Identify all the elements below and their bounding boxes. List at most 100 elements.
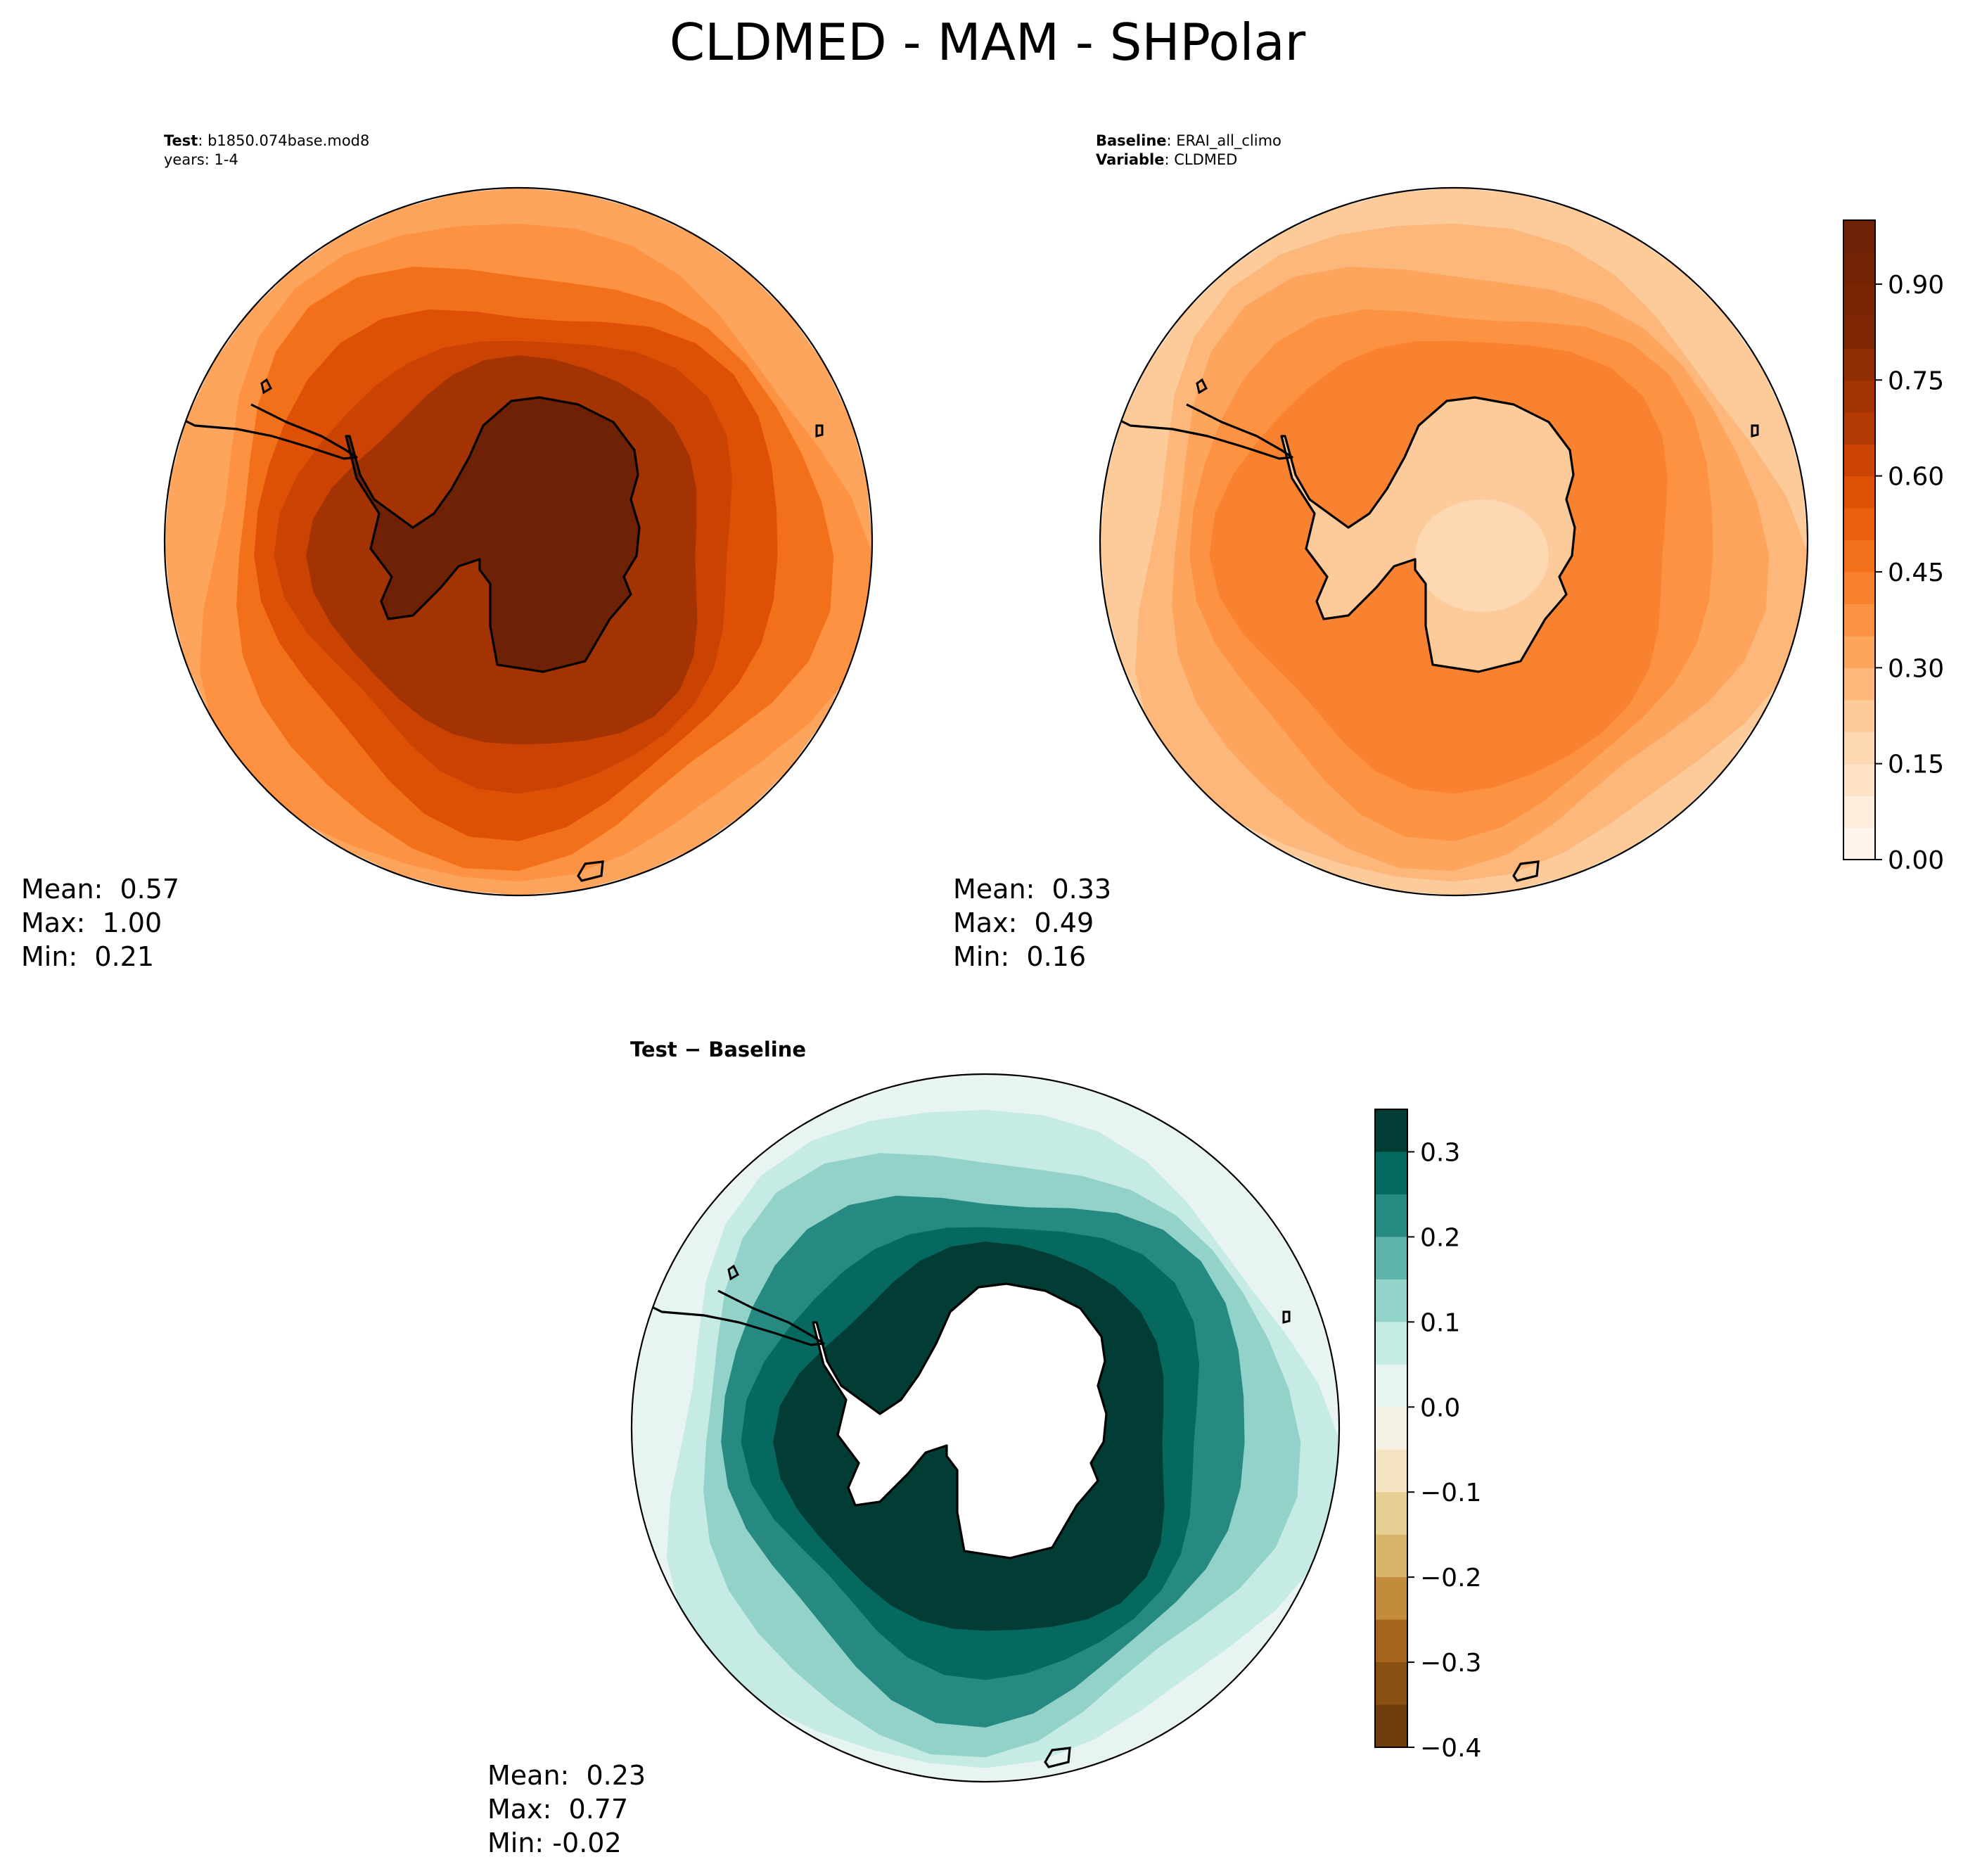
island-coastline	[815, 424, 824, 438]
test-map	[163, 186, 874, 897]
colorbar-segment	[1843, 283, 1875, 317]
baseline-max: Max: 0.49	[953, 907, 1094, 938]
diff-stats: Mean: 0.23 Max: 0.77 Min: -0.02	[487, 1759, 646, 1860]
interior-min-area	[1415, 499, 1549, 612]
colorbar-tick-label: 0.2	[1420, 1223, 1460, 1252]
colorbar-segment	[1843, 604, 1875, 637]
south-america-coastline	[180, 403, 358, 460]
colorbar-segment	[1375, 1619, 1407, 1663]
diff-min: Min: -0.02	[487, 1827, 622, 1858]
colorbar-segment	[1843, 444, 1875, 477]
antarctica-coastline	[1280, 396, 1576, 673]
colorbar-segment	[1843, 316, 1875, 349]
falklands-coastline	[1196, 378, 1208, 395]
test-stats: Mean: 0.57 Max: 1.00 Min: 0.21	[21, 872, 179, 974]
south-america-coastline	[1116, 403, 1293, 460]
colorbar-tick-label: −0.2	[1420, 1564, 1481, 1593]
diff-mean: Mean: 0.23	[487, 1760, 646, 1791]
island-coastline	[1282, 1310, 1291, 1324]
sequential-colorbar: 0.00 0.15 0.30 0.45 0.60 0.75 0.90	[1843, 219, 1944, 875]
colorbar-segment	[1375, 1662, 1407, 1706]
island-coastline	[1751, 424, 1759, 438]
colorbar-segment	[1843, 699, 1875, 732]
colorbar-tick-label: 0.1	[1420, 1308, 1460, 1337]
colorbar-tick-label: 0.45	[1888, 559, 1944, 587]
colorbar-tick-label: 0.90	[1888, 271, 1944, 300]
colorbar-segment	[1843, 220, 1875, 253]
colorbar-segment	[1375, 1704, 1407, 1748]
colorbar-segment	[1375, 1364, 1407, 1408]
colorbar-segment	[1843, 827, 1875, 860]
antarctica-coastline	[345, 396, 641, 673]
antarctic-interior	[346, 397, 639, 672]
colorbar-segment	[1843, 380, 1875, 413]
colorbar-segment	[1375, 1237, 1407, 1280]
baseline-map	[1099, 186, 1809, 897]
colorbar-segment	[1375, 1492, 1407, 1536]
baseline-variable-key: Variable	[1096, 151, 1165, 168]
colorbar-segment	[1375, 1109, 1407, 1153]
colorbar-segment	[1843, 668, 1875, 701]
colorbar-segment	[1375, 1322, 1407, 1365]
test-label-key: Test	[164, 132, 198, 149]
map-boundary	[1099, 186, 1809, 897]
new-zealand-coastline	[1044, 1747, 1071, 1768]
test-max: Max: 1.00	[21, 907, 162, 938]
new-zealand-coastline	[1512, 860, 1540, 882]
antarctica-coastline	[812, 1282, 1108, 1559]
test-mean: Mean: 0.57	[21, 874, 180, 905]
new-zealand-coastline	[577, 860, 604, 882]
test-meta: Test: b1850.074base.mod8 years: 1-4	[164, 132, 370, 168]
baseline-meta: Baseline: ERAI_all_climo Variable: CLDME…	[1096, 132, 1281, 168]
colorbar-segment	[1375, 1151, 1407, 1195]
colorbar-segment	[1375, 1194, 1407, 1237]
colorbar-segment	[1843, 508, 1875, 541]
colorbar-tick-label: 0.3	[1420, 1138, 1460, 1167]
falklands-coastline	[727, 1264, 739, 1281]
baseline-variable-value: CLDMED	[1174, 151, 1238, 168]
colorbar-tick-label: −0.3	[1420, 1649, 1481, 1678]
colorbar-segment	[1843, 347, 1875, 381]
colorbar-segment	[1843, 476, 1875, 509]
colorbar-segment	[1843, 732, 1875, 765]
colorbar-segment	[1843, 571, 1875, 604]
colorbar-tick-label: 0.75	[1888, 366, 1944, 395]
colorbar-segment	[1843, 540, 1875, 573]
diverging-colorbar: 0.3 0.2 0.1 0.0 −0.1 −0.2 −0.3 −0.4	[1374, 1109, 1481, 1763]
diff-map	[630, 1073, 1341, 1783]
colorbar-segment	[1375, 1279, 1407, 1322]
baseline-stats: Mean: 0.33 Max: 0.49 Min: 0.16	[953, 872, 1111, 974]
colorbar-segment	[1843, 763, 1875, 796]
colorbar-tick-label: 0.15	[1888, 751, 1944, 779]
colorbar-segment	[1375, 1577, 1407, 1621]
colorbar-tick-label: −0.4	[1420, 1734, 1481, 1763]
colorbar-segment	[1375, 1449, 1407, 1493]
colorbar-frame	[1843, 219, 1876, 860]
colorbar-segment	[1375, 1534, 1407, 1578]
diff-title: Test − Baseline	[630, 1038, 807, 1061]
diff-max: Max: 0.77	[487, 1794, 629, 1825]
baseline-min: Min: 0.16	[953, 941, 1086, 972]
interior-max-area	[497, 482, 624, 587]
colorbar-segment	[1843, 796, 1875, 829]
baseline-mean: Mean: 0.33	[953, 874, 1112, 905]
colorbar-tick-label: −0.1	[1420, 1479, 1481, 1507]
map-boundary	[163, 186, 874, 897]
antarctic-interior	[813, 1284, 1106, 1558]
baseline-label-key: Baseline	[1096, 132, 1167, 149]
south-america-coastline	[647, 1289, 825, 1346]
colorbar-tick-label: 0.0	[1420, 1393, 1460, 1422]
colorbar-frame	[1374, 1109, 1408, 1748]
colorbar-tick-label: 0.30	[1888, 654, 1944, 683]
colorbar-segment	[1375, 1407, 1407, 1450]
falklands-coastline	[260, 378, 272, 395]
colorbar-tick-label: 0.00	[1888, 846, 1944, 875]
test-years: years: 1-4	[164, 151, 238, 168]
colorbar-segment	[1843, 411, 1875, 445]
baseline-label-value: ERAI_all_climo	[1176, 132, 1281, 149]
test-label-value: b1850.074base.mod8	[207, 132, 370, 149]
colorbar-segment	[1843, 252, 1875, 285]
colorbar-segment	[1843, 635, 1875, 668]
colorbar-tick-label: 0.60	[1888, 463, 1944, 492]
